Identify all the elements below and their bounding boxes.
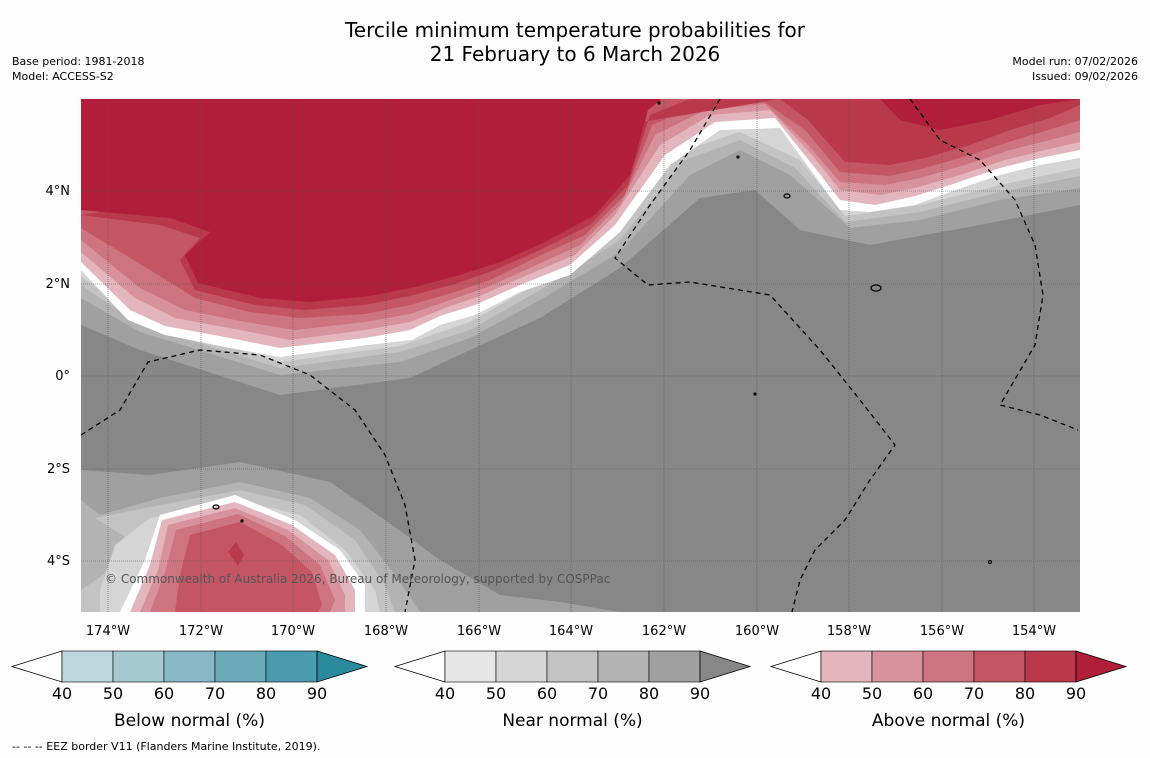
lat-label: 2°N (46, 277, 71, 292)
near-normal-segment (495, 650, 548, 683)
below-normal-max-extend (316, 650, 369, 683)
map-field: © Commonwealth of Australia 2026, Bureau… (81, 99, 1080, 612)
lon-label: 172°W (179, 624, 223, 639)
page-title: Tercile minimum temperature probabilitie… (0, 18, 1150, 66)
lat-label: 4°N (46, 184, 71, 199)
above-normal-colorbar: 40 50 60 70 80 90 Above normal (%) (769, 650, 1128, 731)
above-normal-min-extend (769, 650, 822, 683)
near-normal-colorbar: 40 50 60 70 80 90 Near normal (%) (393, 650, 752, 731)
above-normal-segment (820, 650, 873, 683)
below-normal-colorbar: 40 50 60 70 80 90 Below normal (%) (10, 650, 369, 731)
lon-label: 168°W (364, 624, 408, 639)
below-normal-tick-label: 70 (205, 684, 225, 703)
lat-axis: 4°N 2°N 0° 2°S 4°S (46, 184, 71, 569)
below-normal-segment (112, 650, 165, 683)
title-line-2: 21 February to 6 March 2026 (429, 42, 721, 66)
near-normal-min-extend (393, 650, 446, 683)
near-normal-segment (546, 650, 599, 683)
below-normal-segment (163, 650, 216, 683)
below-normal-min-extend (10, 650, 63, 683)
lon-label: 162°W (642, 624, 686, 639)
lon-label: 164°W (549, 624, 593, 639)
below-normal-segment (265, 650, 318, 683)
near-normal-tick-label: 60 (537, 684, 557, 703)
colorbars: 40 50 60 70 80 90 Below normal (%) 40 50 60 70 80 90… (10, 650, 1128, 731)
above-normal-segment (922, 650, 975, 683)
south-above-normal-70 (175, 522, 322, 612)
lat-label: 4°S (47, 554, 70, 569)
below-normal-tick-label: 80 (256, 684, 276, 703)
islands (212, 101, 993, 565)
above-normal-tick-label: 70 (964, 684, 984, 703)
eez-legend-note: -- -- -- EEZ border V11 (Flanders Marine… (12, 740, 321, 753)
below-normal-tick-label: 60 (154, 684, 174, 703)
meta-left: Base period: 1981-2018 Model: ACCESS-S2 (12, 54, 144, 84)
below-normal-tick-label: 90 (307, 684, 327, 703)
below-normal-tick-label: 50 (103, 684, 123, 703)
below-normal-segment (214, 650, 267, 683)
near-normal-tick-label: 50 (486, 684, 506, 703)
above-normal-tick-label: 40 (811, 684, 831, 703)
above-normal-tick-label: 80 (1015, 684, 1035, 703)
graticule (81, 99, 1080, 612)
near-normal-segment (444, 650, 497, 683)
south-above-normal-80 (228, 542, 244, 566)
lon-label: 156°W (920, 624, 964, 639)
below-normal-tick-label: 40 (52, 684, 72, 703)
above-normal-max-extend (1075, 650, 1128, 683)
near-normal-tick-label: 70 (588, 684, 608, 703)
lon-label: 158°W (827, 624, 871, 639)
near-normal-segment (648, 650, 701, 683)
above-normal-tick-label: 50 (862, 684, 882, 703)
lon-label: 174°W (86, 624, 130, 639)
model-name: Model: ACCESS-S2 (12, 70, 114, 83)
above-normal-tick-label: 90 (1066, 684, 1086, 703)
above-normal-colorbar-label: Above normal (%) (872, 711, 1025, 731)
above-normal-segment (1024, 650, 1077, 683)
near-normal-tick-label: 40 (435, 684, 455, 703)
near-normal-tick-label: 90 (690, 684, 710, 703)
meta-right: Model run: 07/02/2026 Issued: 09/02/2026 (1012, 54, 1138, 84)
issued-date: Issued: 09/02/2026 (1031, 70, 1138, 83)
near-normal-tick-label: 80 (639, 684, 659, 703)
model-run: Model run: 07/02/2026 (1012, 55, 1138, 68)
near-normal-colorbar-label: Near normal (%) (502, 711, 642, 731)
lon-label: 170°W (271, 624, 315, 639)
near-normal-segment (597, 650, 650, 683)
lat-label: 0° (55, 369, 70, 384)
map-copyright: © Commonwealth of Australia 2026, Bureau… (105, 572, 610, 586)
lat-label: 2°S (47, 462, 70, 477)
title-line-1: Tercile minimum temperature probabilitie… (344, 18, 806, 42)
above-normal-90-zone (81, 99, 1080, 302)
base-period: Base period: 1981-2018 (12, 55, 145, 68)
above-normal-tick-label: 60 (913, 684, 933, 703)
lon-label: 166°W (457, 624, 501, 639)
below-normal-colorbar-label: Below normal (%) (114, 711, 265, 731)
below-normal-segment (61, 650, 114, 683)
above-normal-segment (973, 650, 1026, 683)
lon-label: 160°W (735, 624, 779, 639)
near-normal-max-extend (699, 650, 752, 683)
eez-borders (81, 99, 1079, 612)
lon-axis: 174°W 172°W 170°W 168°W 166°W 164°W 162°… (86, 624, 1056, 639)
above-normal-segment (871, 650, 924, 683)
lon-label: 154°W (1012, 624, 1056, 639)
